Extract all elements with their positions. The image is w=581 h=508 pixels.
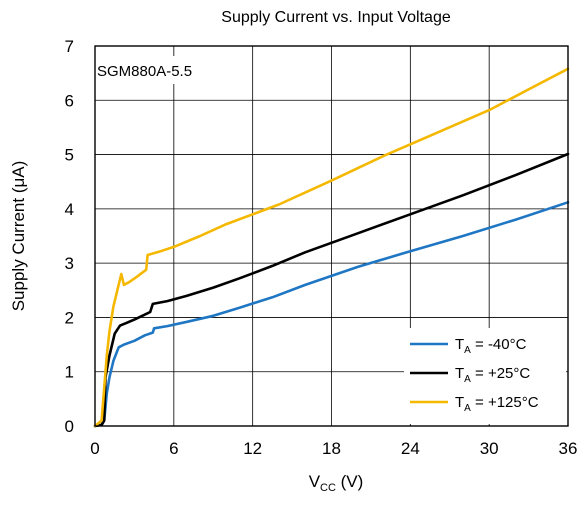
legend-label-rest: = -40°C <box>471 336 527 353</box>
y-tick-label: 3 <box>65 254 74 273</box>
x-tick-label: 18 <box>322 439 341 458</box>
x-axis-label-sub: CC <box>320 482 336 494</box>
x-axis-label-main: V <box>309 472 321 491</box>
series-layer <box>93 67 570 428</box>
legend-label-main: T <box>455 365 464 382</box>
legend-label-1: TA = -40°C <box>455 336 527 356</box>
legend-label-main: T <box>455 394 464 411</box>
legend-label-sub: A <box>464 345 471 356</box>
legend-label-rest: = +125°C <box>471 394 539 411</box>
y-tick-label: 7 <box>65 37 74 56</box>
x-axis-label: VCC (V) <box>309 472 364 494</box>
chart-title: Supply Current vs. Input Voltage <box>221 9 451 26</box>
y-tick-label: 0 <box>65 417 74 436</box>
series-line-3 <box>93 67 570 428</box>
chart-annotation: SGM880A-5.5 <box>97 63 192 80</box>
x-tick-label: 36 <box>559 439 578 458</box>
legend-label-2: TA = +25°C <box>455 365 530 385</box>
y-axis-label: Supply Current (μA) <box>9 161 28 312</box>
series-line-2 <box>93 152 570 428</box>
y-tick-label: 2 <box>65 308 74 327</box>
legend-label-sub: A <box>464 403 471 414</box>
plot-frame <box>94 45 569 427</box>
x-axis-label-unit: (V) <box>336 472 363 491</box>
annotation-bg <box>96 56 226 84</box>
y-tick-label: 6 <box>65 91 74 110</box>
legend-label-3: TA = +125°C <box>455 394 539 414</box>
y-tick-label: 1 <box>65 363 74 382</box>
y-tick-label: 5 <box>65 146 74 165</box>
x-tick-label: 12 <box>243 439 262 458</box>
legend-label-rest: = +25°C <box>471 365 531 382</box>
x-tick-label: 6 <box>169 439 178 458</box>
legend: TA = -40°CTA = +25°CTA = +125°C <box>404 328 566 424</box>
x-tick-label: 0 <box>90 439 99 458</box>
series-line-1 <box>93 201 570 428</box>
x-tick-label: 24 <box>401 439 420 458</box>
y-tick-label: 4 <box>65 200 74 219</box>
x-tick-label: 30 <box>480 439 499 458</box>
legend-label-sub: A <box>464 374 471 385</box>
legend-label-main: T <box>455 336 464 353</box>
